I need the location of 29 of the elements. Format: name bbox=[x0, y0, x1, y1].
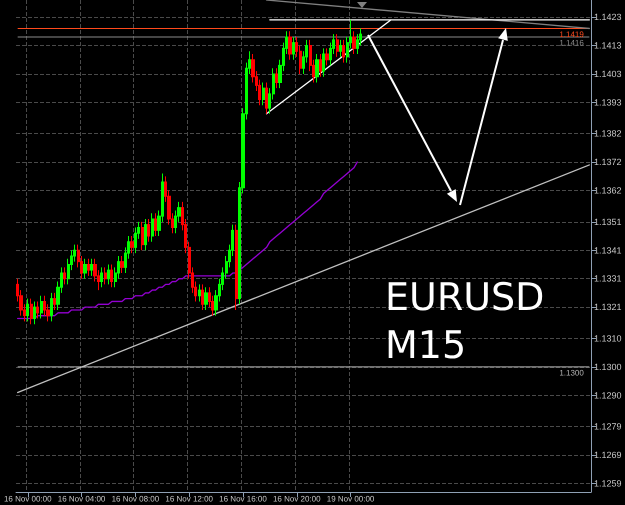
y-tick-label: 1.1290 bbox=[594, 390, 622, 400]
y-tick-label: 1.1362 bbox=[594, 186, 622, 196]
y-tick-label: 1.1413 bbox=[594, 40, 622, 51]
ref-line-label: 1.1416 bbox=[559, 38, 584, 48]
x-tick-label: 16 Nov 20:00 bbox=[272, 494, 322, 504]
y-tick-label: 1.1393 bbox=[594, 97, 622, 108]
y-tick-label: 1.1331 bbox=[594, 274, 622, 284]
y-tick-label: 1.1403 bbox=[594, 68, 622, 79]
y-tick-label: 1.1372 bbox=[594, 157, 622, 168]
annotation: EURUSD bbox=[385, 275, 544, 319]
y-tick-label: 1.1310 bbox=[594, 333, 622, 344]
y-tick-label: 1.1269 bbox=[594, 450, 622, 460]
x-tick-label: 16 Nov 00:00 bbox=[4, 494, 52, 504]
y-tick-label: 1.1341 bbox=[594, 245, 622, 256]
x-tick-label: 16 Nov 08:00 bbox=[112, 494, 160, 504]
x-tick-label: 16 Nov 12:00 bbox=[165, 494, 214, 504]
y-tick-label: 1.1300 bbox=[594, 362, 622, 372]
x-tick-label: 16 Nov 04:00 bbox=[58, 494, 106, 504]
ref-line-label: 1.1300 bbox=[559, 368, 584, 378]
annotation: M15 bbox=[385, 323, 466, 367]
y-tick-label: 1.1259 bbox=[594, 478, 622, 488]
y-tick-label: 1.1321 bbox=[594, 302, 622, 312]
y-tick-label: 1.1382 bbox=[594, 128, 622, 139]
x-tick-label: 16 Nov 16:00 bbox=[219, 494, 268, 504]
x-tick-label: 19 Nov 00:00 bbox=[326, 494, 375, 504]
y-tick-label: 1.1423 bbox=[594, 12, 622, 22]
ref-line-label: 1.1419 bbox=[559, 30, 584, 39]
y-tick-label: 1.1351 bbox=[594, 216, 622, 227]
y-tick-label: 1.1279 bbox=[594, 422, 622, 432]
